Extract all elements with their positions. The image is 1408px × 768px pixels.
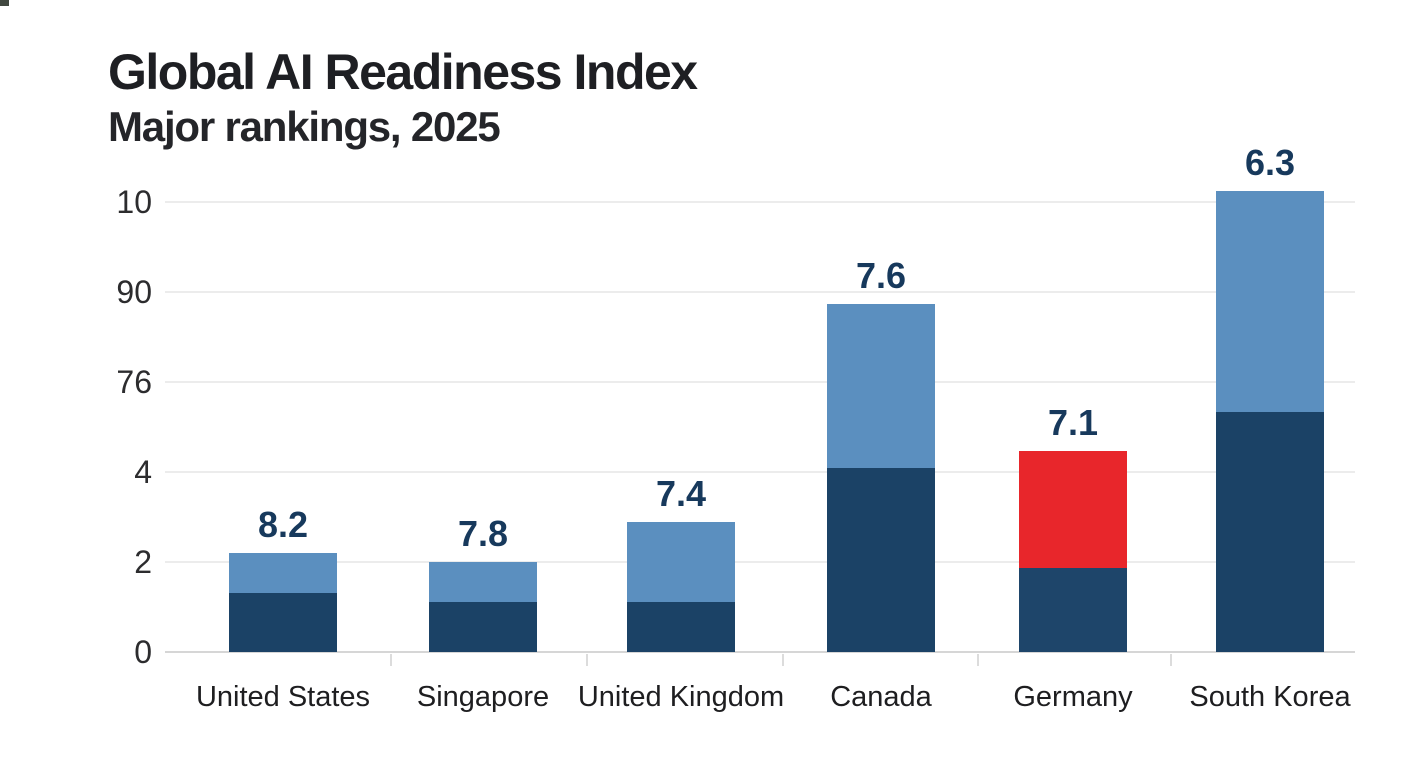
bar-segment-top-united-states: [229, 553, 337, 593]
bar-segment-bottom-united-kingdom: [627, 602, 735, 652]
value-label-united-states: 8.2: [257, 504, 309, 545]
bar-singapore: [429, 562, 537, 652]
bar-united-states: [229, 553, 337, 652]
x-axis-tick-3: [977, 654, 979, 666]
corner-artifact: [0, 0, 9, 6]
y-tick-label-10: 10: [116, 184, 152, 220]
bar-segment-bottom-canada: [827, 468, 935, 652]
bar-segment-top-singapore: [429, 562, 537, 602]
chart-subtitle: Major rankings, 2025: [108, 103, 501, 150]
value-label-germany: 7.1: [1047, 402, 1099, 443]
value-label-canada: 7.6: [855, 255, 907, 296]
plot-area: 8.2 7.8 7.4 7.6 7.1 6.3: [165, 145, 1355, 666]
bar-segment-top-germany: [1019, 451, 1127, 568]
bar-south-korea: [1216, 191, 1324, 652]
y-tick-label-0: 0: [134, 634, 152, 670]
bar-segment-bottom-south-korea: [1216, 412, 1324, 652]
x-axis-tick-4: [1170, 654, 1172, 666]
gridline-8: [165, 291, 1355, 293]
bar-segment-top-united-kingdom: [627, 522, 735, 602]
bar-germany: [1019, 451, 1127, 652]
x-category-label-south-korea: South Korea: [1189, 681, 1351, 713]
x-axis-tick-0: [390, 654, 392, 666]
bar-segment-bottom-germany: [1019, 568, 1127, 652]
x-category-label-united-states: United States: [195, 681, 371, 713]
gridline-2: [165, 561, 1355, 563]
y-tick-label-76: 76: [116, 364, 152, 400]
y-tick-label-2: 2: [134, 544, 152, 580]
y-tick-label-90: 90: [116, 274, 152, 310]
x-category-label-united-kingdom: United Kingdom: [577, 681, 785, 713]
value-label-singapore: 7.8: [457, 513, 509, 554]
x-axis-tick-2: [782, 654, 784, 666]
gridline-6: [165, 381, 1355, 383]
chart-title: Global AI Readiness Index: [108, 44, 698, 100]
y-tick-label-4: 4: [134, 454, 152, 490]
bar-united-kingdom: [627, 522, 735, 652]
bar-segment-top-canada: [827, 304, 935, 468]
value-label-united-kingdom: 7.4: [655, 473, 707, 514]
x-category-label-canada: Canada: [830, 681, 932, 713]
bar-segment-bottom-singapore: [429, 602, 537, 652]
x-category-label-singapore: Singapore: [416, 681, 550, 713]
gridline-0: [165, 651, 1355, 653]
bar-canada: [827, 304, 935, 652]
bar-segment-top-south-korea: [1216, 191, 1324, 412]
gridline-10: [165, 201, 1355, 203]
x-category-label-germany: Germany: [1013, 681, 1133, 713]
value-label-south-korea: 6.3: [1244, 142, 1296, 183]
gridline-4: [165, 471, 1355, 473]
bar-segment-bottom-united-states: [229, 593, 337, 652]
x-axis-tick-1: [586, 654, 588, 666]
title-block: Global AI Readiness Index Major rankings…: [108, 44, 698, 150]
